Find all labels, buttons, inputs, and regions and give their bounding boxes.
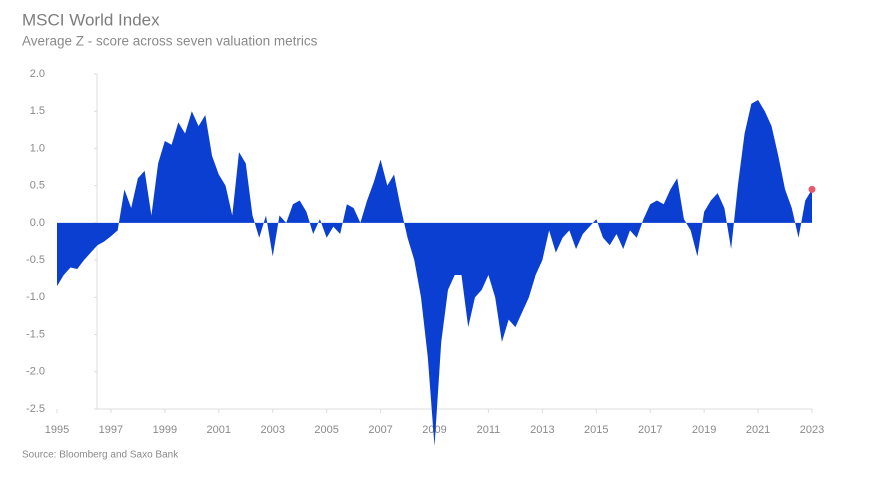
- chart-subtitle: Average Z - score across seven valuation…: [22, 34, 318, 49]
- x-tick-label: 2019: [692, 424, 716, 436]
- y-tick-label: -1.5: [26, 328, 45, 340]
- x-tick-label: 2011: [477, 424, 501, 436]
- y-tick-label: -0.5: [26, 254, 45, 266]
- x-tick-label: 2003: [260, 424, 284, 436]
- source: Source: Bloomberg and Saxo Bank: [22, 450, 179, 461]
- y-tick-label: -2.0: [26, 366, 45, 378]
- y-tick-label: -1.0: [26, 291, 45, 303]
- x-tick-label: 2023: [800, 424, 824, 436]
- last-point: [808, 185, 816, 193]
- x-tick-label: 2017: [638, 424, 662, 436]
- y-tick-label: 0.5: [30, 180, 45, 192]
- x-tick-label: 2013: [530, 424, 554, 436]
- x-tick-label: 2015: [584, 424, 608, 436]
- x-tick-label: 2001: [207, 424, 231, 436]
- x-tick-label: 1995: [45, 424, 69, 436]
- x-tick-label: 2021: [746, 424, 770, 436]
- chart-title: MSCI World Index: [22, 10, 160, 29]
- x-tick-label: 1997: [99, 424, 123, 436]
- y-tick-label: 1.5: [30, 105, 45, 117]
- x-tick-label: 2007: [368, 424, 392, 436]
- y-tick-label: 1.0: [30, 142, 45, 154]
- y-tick-label: 0.0: [30, 217, 45, 229]
- area: [57, 100, 812, 447]
- y-tick-label: -2.5: [26, 403, 45, 415]
- x-tick-label: 1999: [153, 424, 177, 436]
- x-tick-label: 2005: [314, 424, 338, 436]
- y-tick-label: 2.0: [30, 68, 45, 80]
